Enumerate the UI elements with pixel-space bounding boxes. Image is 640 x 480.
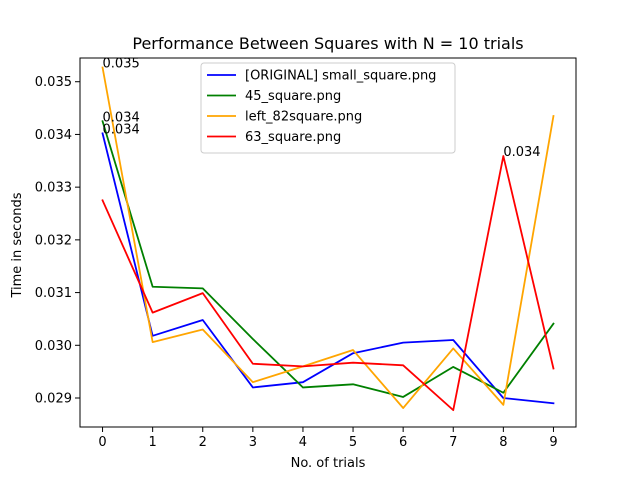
series-line-3: [101, 155, 555, 412]
x-axis-label: No. of trials: [291, 456, 366, 471]
axes-frame: [79, 57, 577, 428]
y-tick-label: 0.032: [35, 233, 72, 248]
legend: [ORIGINAL] small_square.png 45_square.png…: [200, 62, 456, 154]
x-tick-label: 6: [399, 435, 407, 450]
x-tick-label: 8: [499, 435, 507, 450]
x-tick-label: 4: [299, 435, 307, 450]
x-tick-label: 2: [199, 435, 207, 450]
data-annotation-2: 0.034: [103, 122, 140, 137]
y-axis-label: Time in seconds: [10, 192, 25, 298]
y-tick-label: 0.033: [35, 181, 72, 196]
x-tick-label: 1: [149, 435, 157, 450]
data-annotation-1: 0.034: [103, 110, 140, 125]
y-tick-label: 0.029: [35, 392, 72, 407]
y-tick-label: 0.031: [35, 286, 72, 301]
y-tick-label: 0.030: [35, 339, 72, 354]
legend-label-1: 45_square.png: [245, 89, 341, 104]
x-tick-label: 9: [549, 435, 557, 450]
legend-label-3: 63_square.png: [245, 130, 341, 145]
data-annotation-3: 0.034: [503, 145, 540, 160]
series-line-0: [101, 132, 555, 405]
x-tick-label: 7: [449, 435, 457, 450]
y-tick-label: 0.035: [35, 75, 72, 90]
series-line-1: [101, 120, 555, 398]
chart-title: Performance Between Squares with N = 10 …: [132, 34, 523, 53]
y-tick-label: 0.034: [35, 128, 72, 143]
legend-label-2: left_82square.png: [245, 110, 362, 125]
legend-box: [200, 62, 456, 154]
series-line-2: [101, 66, 555, 409]
x-tick-label: 5: [349, 435, 357, 450]
x-tick-label: 0: [98, 435, 106, 450]
legend-label-0: [ORIGINAL] small_square.png: [245, 69, 436, 84]
data-annotation-0: 0.035: [103, 56, 140, 71]
x-tick-label: 3: [249, 435, 257, 450]
